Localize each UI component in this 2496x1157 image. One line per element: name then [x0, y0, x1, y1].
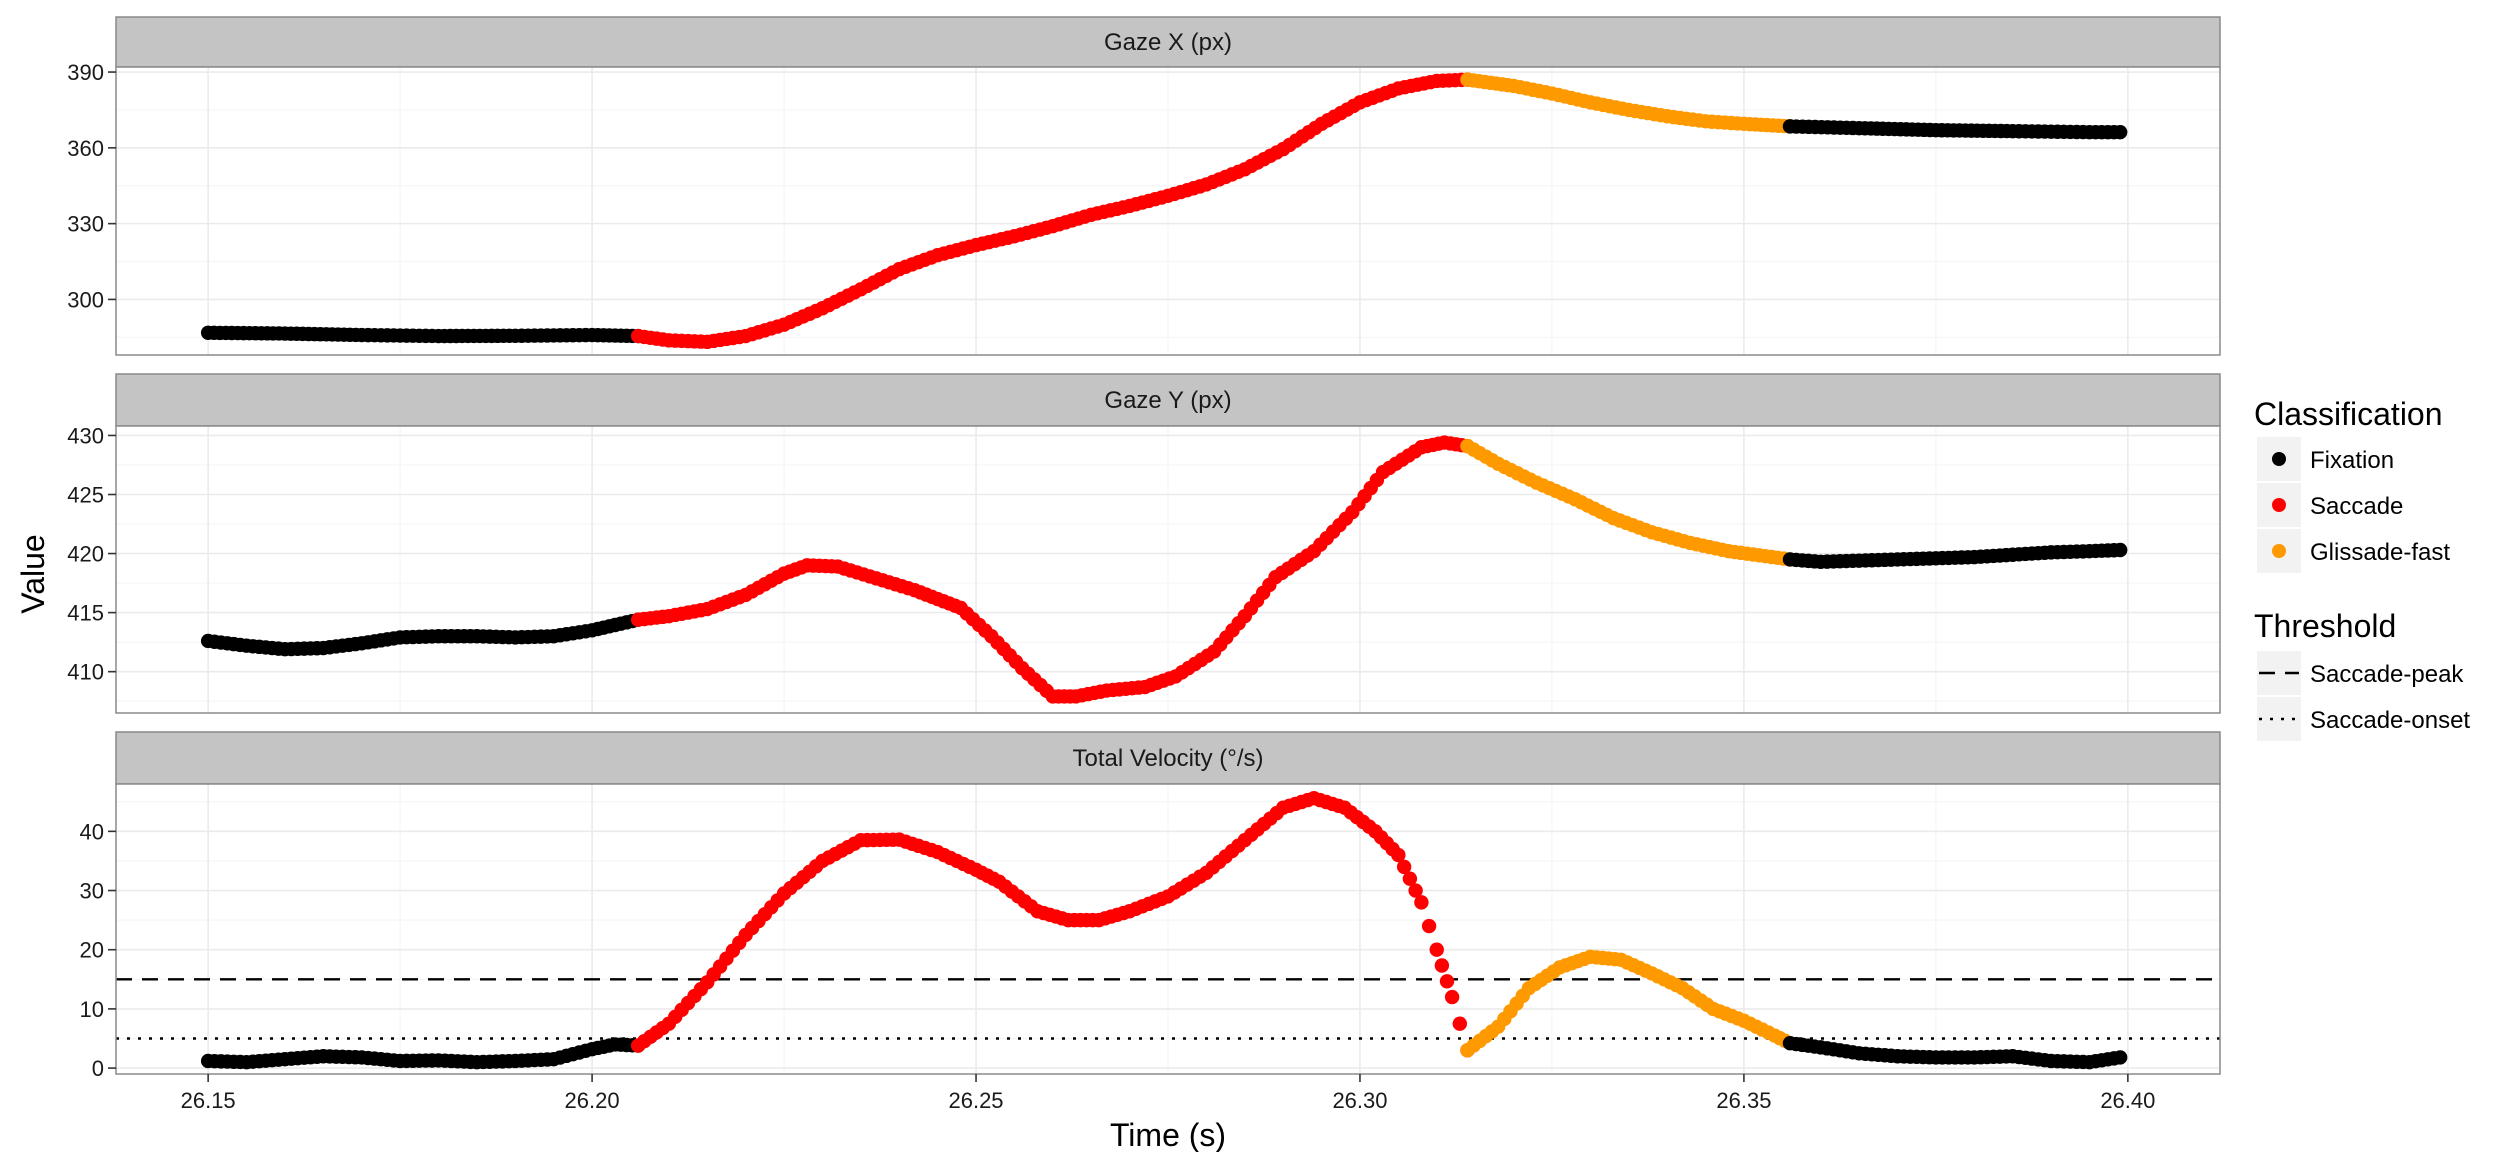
facet-strip-label: Gaze Y (px): [1104, 387, 1231, 414]
x-tick-label: 26.20: [565, 1088, 620, 1113]
legend-label: Fixation: [2310, 447, 2394, 474]
y-tick-label: 410: [67, 660, 104, 685]
legend-key-marker: [2272, 544, 2286, 558]
x-tick-label: 26.25: [948, 1088, 1003, 1113]
legend-item-saccade: Saccade: [2255, 481, 2403, 529]
facet-strip: [115, 373, 2221, 427]
legend-item-saccade-onset: Saccade-onset: [2255, 695, 2470, 743]
data-point-saccade: [1402, 871, 1418, 886]
facet-strip: [115, 731, 2221, 785]
y-tick-label: 300: [67, 287, 104, 312]
x-tick-label: 26.40: [2100, 1088, 2155, 1113]
x-tick-label: 26.15: [181, 1088, 236, 1113]
legend-title-classification: Classification: [2254, 396, 2443, 432]
y-tick-label: 415: [67, 601, 104, 626]
facet-strip-label: Gaze X (px): [1104, 29, 1232, 56]
y-tick-label: 360: [67, 136, 104, 161]
series-fixation: [1782, 1036, 2128, 1070]
data-point-saccade: [1421, 918, 1437, 934]
x-tick-label: 26.30: [1332, 1088, 1387, 1113]
legend-title-threshold: Threshold: [2254, 608, 2396, 644]
facet-strip: [115, 16, 2221, 68]
series-fixation: [1782, 542, 2128, 570]
legend: Classification Fixation Saccade Glissade-fa…: [2254, 396, 2470, 743]
y-tick-label: 425: [67, 483, 104, 508]
legend-key: [2255, 695, 2303, 743]
series-saccade: [630, 791, 1475, 1058]
x-axis-title: Time (s): [1110, 1117, 1226, 1152]
facet-strip-label: Total Velocity (°/s): [1073, 745, 1264, 772]
y-axis-title: Value: [15, 534, 51, 613]
data-point-saccade: [1396, 859, 1412, 875]
data-point-saccade: [1434, 958, 1450, 973]
series-fixation: [1782, 119, 2128, 140]
y-tick-label: 0: [92, 1056, 104, 1081]
data-point-saccade: [1391, 847, 1406, 863]
y-tick-label: 30: [80, 879, 104, 904]
y-tick-label: 40: [80, 819, 104, 844]
legend-label: Glissade-fast: [2310, 539, 2450, 566]
data-point-fixation: [2112, 124, 2128, 140]
data-points: [200, 72, 2128, 350]
legend-label: Saccade: [2310, 493, 2403, 520]
data-point-saccade: [1452, 1016, 1468, 1031]
legend-item-glissade: Glissade-fast: [2255, 527, 2450, 575]
series-saccade: [630, 435, 1475, 704]
legend-label: Saccade-peak: [2310, 661, 2464, 688]
facet-panel-1: Gaze X (px) 300 330 360 390: [67, 16, 2221, 356]
y-tick-label: 20: [80, 938, 104, 963]
x-tick-label: 26.35: [1716, 1088, 1771, 1113]
facet-panel-3: Total Velocity (°/s) 0 10 20 30 40 26.15 26.20 2…: [80, 731, 2221, 1113]
legend-key-marker: [2272, 452, 2286, 466]
series-glissade: [1460, 438, 1798, 567]
panel-border: [115, 66, 2221, 356]
y-tick-label: 430: [67, 423, 104, 448]
data-point-saccade: [1444, 989, 1460, 1005]
y-tick-label: 390: [67, 60, 104, 85]
series-glissade: [1460, 72, 1798, 134]
data-point-saccade: [1429, 942, 1444, 957]
legend-key-marker: [2272, 498, 2286, 512]
facet-panel-2: Gaze Y (px) 410 415 420 425 430: [67, 373, 2221, 714]
series-fixation: [200, 1037, 646, 1070]
legend-label: Saccade-onset: [2310, 707, 2470, 734]
y-tick-label: 10: [80, 997, 104, 1022]
panel-border: [115, 783, 2221, 1075]
data-point-fixation: [2112, 1050, 2128, 1065]
data-point-saccade: [1408, 883, 1423, 898]
y-tick-label: 420: [67, 542, 104, 567]
y-tick-label: 330: [67, 212, 104, 237]
panel-border: [115, 425, 2221, 714]
data-point-saccade: [1414, 895, 1429, 910]
series-saccade: [630, 72, 1475, 350]
data-points: [200, 435, 2128, 704]
data-point-fixation: [2112, 542, 2128, 558]
series-glissade: [1460, 949, 1798, 1058]
data-points: [200, 791, 2128, 1070]
series-fixation: [200, 612, 646, 657]
data-point-saccade: [1439, 974, 1455, 989]
